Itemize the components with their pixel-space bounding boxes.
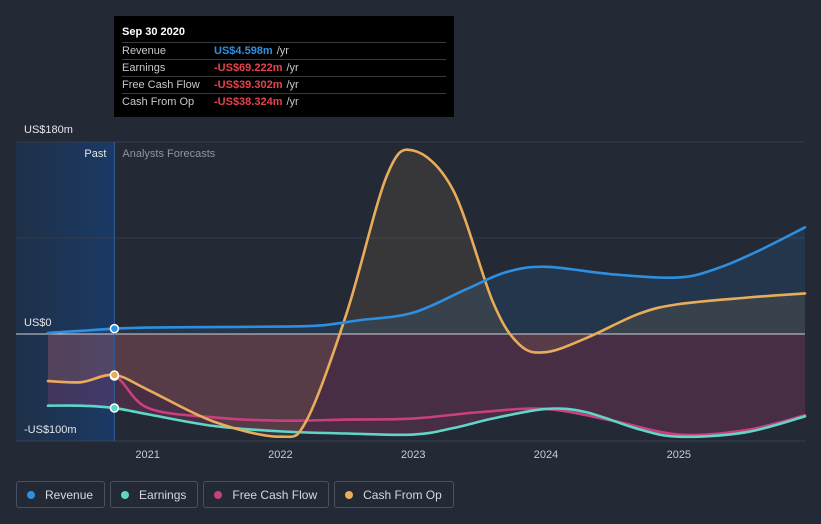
revenue-area [48,227,805,334]
tooltip-row-free-cash-flow: Free Cash Flow -US$39.302m /yr [122,76,446,93]
tooltip-row-revenue: Revenue US$4.598m /yr [122,42,446,59]
tooltip: Sep 30 2020 Revenue US$4.598m /yr Earnin… [114,16,454,117]
tooltip-unit: /yr [286,79,299,91]
tooltip-label: Revenue [122,45,167,57]
tooltip-row-cash-from-op: Cash From Op -US$38.324m /yr [122,93,446,110]
series-line-revenue [46,226,807,335]
legend: Revenue Earnings Free Cash Flow Cash Fro… [16,481,454,508]
y-tick-label: US$180m [24,124,73,136]
series-line-free-cash-flow [46,373,807,437]
x-tick-label: 2021 [135,449,159,461]
tooltip-label: Earnings [122,62,166,74]
tooltip-date: Sep 30 2020 [122,26,185,38]
earnings-dot-icon [121,490,130,499]
legend-item-cash-from-op[interactable]: Cash From Op [334,481,454,508]
y-tick-label: -US$100m [24,424,77,436]
tooltip-value: -US$69.222m [214,62,283,74]
series-line-cash-from-op [46,148,807,439]
y-tick-label: US$0 [24,317,52,329]
tooltip-unit: /yr [286,62,299,74]
legend-item-earnings[interactable]: Earnings [110,481,199,508]
tooltip-unit: /yr [276,45,289,57]
x-tick-label: 2024 [534,449,558,461]
tooltip-value: -US$38.324m [214,96,283,108]
series-line-earnings [46,404,807,439]
forecast-label: Analysts Forecasts [122,148,215,160]
tooltip-value: -US$39.302m [214,79,283,91]
revenue-dot-icon [27,490,35,499]
cash-from-op-dot-icon [345,490,354,499]
legend-item-revenue[interactable]: Revenue [16,481,106,508]
cash-from-op-area [48,149,805,437]
past-label: Past [84,148,106,160]
tooltip-label: Cash From Op [122,96,195,108]
legend-label: Revenue [45,487,94,502]
free-cash-flow-dot-icon [214,490,223,499]
tooltip-row-earnings: Earnings -US$69.222m /yr [122,59,446,76]
legend-label: Earnings [139,487,187,502]
tooltip-value: US$4.598m [214,45,273,57]
marker-cash-from-op [109,370,120,380]
legend-item-free-cash-flow[interactable]: Free Cash Flow [203,481,330,508]
tooltip-unit: /yr [286,96,299,108]
earnings-area [48,334,805,437]
legend-label: Free Cash Flow [232,487,318,502]
marker-revenue [109,323,120,334]
x-tick-label: 2025 [667,449,691,461]
past-region [16,142,115,441]
marker-earnings [109,403,120,413]
legend-label: Cash From Op [363,487,442,502]
x-tick-label: 2023 [401,449,425,461]
x-tick-label: 2022 [268,449,292,461]
tooltip-label: Free Cash Flow [122,79,200,91]
